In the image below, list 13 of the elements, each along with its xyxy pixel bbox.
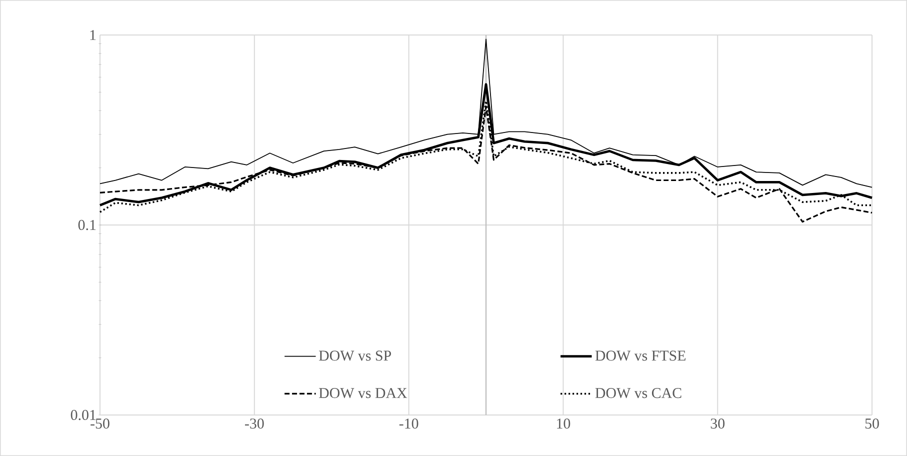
y-tick-label: 1 bbox=[90, 30, 96, 40]
x-tick-label: 10 bbox=[557, 418, 570, 429]
legend-label: DOW vs SP bbox=[318, 350, 391, 361]
y-tick-label: 0.1 bbox=[78, 220, 96, 230]
y-tick-label: 0.01 bbox=[70, 410, 96, 420]
x-tick-label: -30 bbox=[244, 418, 264, 429]
x-tick-label: 30 bbox=[710, 418, 725, 429]
legend-label: DOW vs FTSE bbox=[595, 350, 686, 361]
x-tick-label: -10 bbox=[399, 418, 418, 429]
x-tick-label: 50 bbox=[865, 418, 879, 429]
x-tick-label: -50 bbox=[90, 418, 110, 429]
legend-label: DOW vs CAC bbox=[595, 388, 682, 398]
legend-label: DOW vs DAX bbox=[318, 388, 408, 398]
